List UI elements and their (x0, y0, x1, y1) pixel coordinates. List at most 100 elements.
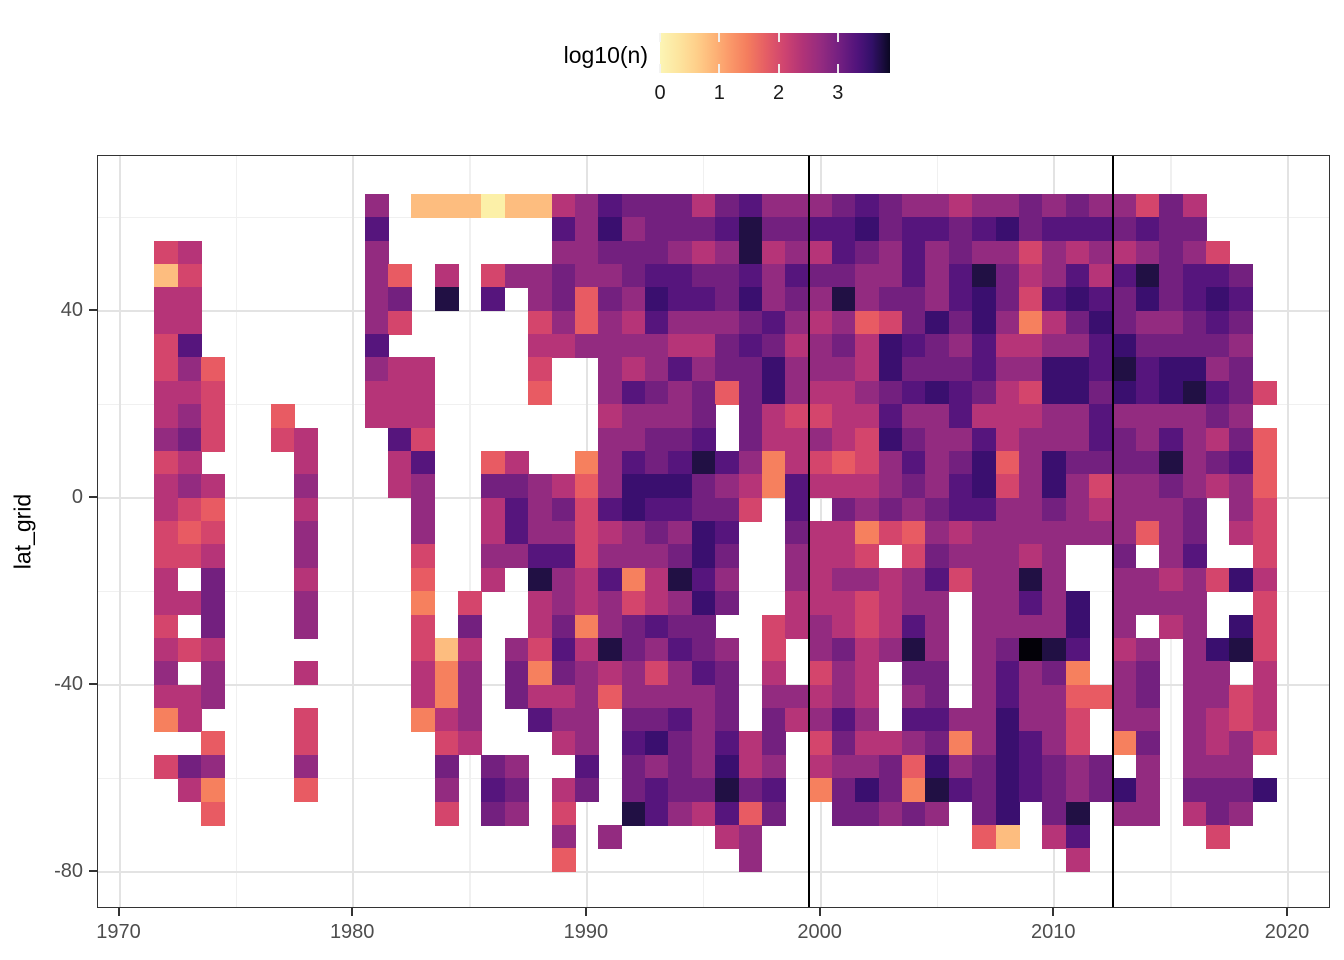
heatmap-cell (1018, 731, 1043, 756)
heatmap-cell (808, 217, 833, 242)
heatmap-cell (1159, 357, 1184, 382)
heatmap-cell (761, 801, 786, 826)
heatmap-cell (1065, 521, 1090, 546)
heatmap-cell (1018, 521, 1043, 546)
heatmap-cell (411, 497, 436, 522)
heatmap-cell (411, 521, 436, 546)
heatmap-cell (1252, 637, 1277, 662)
heatmap-cell (1112, 778, 1137, 803)
heatmap-cell (715, 263, 740, 288)
heatmap-cell (1089, 684, 1114, 709)
heatmap-cell (761, 310, 786, 335)
heatmap-cell (668, 731, 693, 756)
heatmap-cell (387, 380, 412, 405)
heatmap-cell (691, 684, 716, 709)
heatmap-cell (715, 357, 740, 382)
heatmap-cell (528, 661, 553, 686)
heatmap-cell (528, 708, 553, 733)
heatmap-cell (1065, 450, 1090, 475)
heatmap-cell (995, 217, 1020, 242)
heatmap-cell (715, 474, 740, 499)
heatmap-cell (598, 404, 623, 429)
heatmap-cell (200, 521, 225, 546)
heatmap-cell (598, 193, 623, 218)
heatmap-cell (458, 708, 483, 733)
heatmap-cell (808, 661, 833, 686)
heatmap-cell (808, 240, 833, 265)
heatmap-cell (1112, 217, 1137, 242)
gridline-minor (235, 156, 238, 907)
heatmap-cell (995, 731, 1020, 756)
heatmap-cell (995, 637, 1020, 662)
heatmap-cell (294, 778, 319, 803)
heatmap-cell (1042, 380, 1067, 405)
heatmap-cell (948, 754, 973, 779)
heatmap-cell (972, 474, 997, 499)
heatmap-cell (551, 334, 576, 359)
heatmap-cell (200, 591, 225, 616)
heatmap-cell (855, 217, 880, 242)
heatmap-cell (551, 708, 576, 733)
heatmap-cell (387, 357, 412, 382)
heatmap-cell (504, 497, 529, 522)
heatmap-cell (995, 591, 1020, 616)
heatmap-cell (972, 637, 997, 662)
heatmap-cell (1042, 404, 1067, 429)
heatmap-cell (434, 287, 459, 312)
heatmap-cell (200, 684, 225, 709)
heatmap-cell (1229, 357, 1254, 382)
heatmap-cell (458, 614, 483, 639)
heatmap-cell (831, 217, 856, 242)
heatmap-cell (878, 380, 903, 405)
heatmap-cell (645, 310, 669, 335)
heatmap-cell (831, 591, 856, 616)
heatmap-cell (294, 591, 319, 616)
heatmap-cell (808, 754, 833, 779)
heatmap-cell (691, 263, 716, 288)
heatmap-cell (785, 450, 810, 475)
heatmap-cell (691, 474, 716, 499)
heatmap-cell (411, 708, 436, 733)
x-axis-tick (117, 908, 120, 916)
heatmap-cell (621, 544, 646, 569)
heatmap-cell (177, 334, 202, 359)
heatmap-cell (364, 380, 389, 405)
heatmap-cell (200, 427, 225, 452)
heatmap-cell (925, 637, 950, 662)
heatmap-cell (1182, 614, 1207, 639)
heatmap-cell (691, 240, 716, 265)
heatmap-cell (1135, 731, 1160, 756)
heatmap-cell (621, 567, 646, 592)
heatmap-cell (504, 684, 529, 709)
heatmap-cell (598, 450, 623, 475)
heatmap-cell (715, 637, 740, 662)
heatmap-cell (1135, 404, 1160, 429)
heatmap-cell (855, 637, 880, 662)
heatmap-cell (831, 754, 856, 779)
heatmap-cell (808, 474, 833, 499)
heatmap-cell (995, 310, 1020, 335)
heatmap-cell (177, 521, 202, 546)
heatmap-cell (574, 591, 599, 616)
heatmap-cell (1182, 684, 1207, 709)
heatmap-cell (972, 544, 997, 569)
heatmap-cell (855, 754, 880, 779)
heatmap-cell (458, 684, 483, 709)
heatmap-cell (364, 240, 389, 265)
heatmap-cell (878, 801, 903, 826)
heatmap-cell (785, 310, 810, 335)
heatmap-cell (645, 614, 669, 639)
heatmap-cell (1018, 614, 1043, 639)
heatmap-cell (808, 310, 833, 335)
heatmap-cell (995, 754, 1020, 779)
heatmap-cell (855, 380, 880, 405)
heatmap-cell (177, 754, 202, 779)
heatmap-cell (1018, 591, 1043, 616)
heatmap-cell (831, 614, 856, 639)
heatmap-cell (995, 567, 1020, 592)
heatmap-cell (411, 591, 436, 616)
heatmap-cell (1182, 263, 1207, 288)
heatmap-cell (668, 193, 693, 218)
heatmap-cell (1182, 334, 1207, 359)
